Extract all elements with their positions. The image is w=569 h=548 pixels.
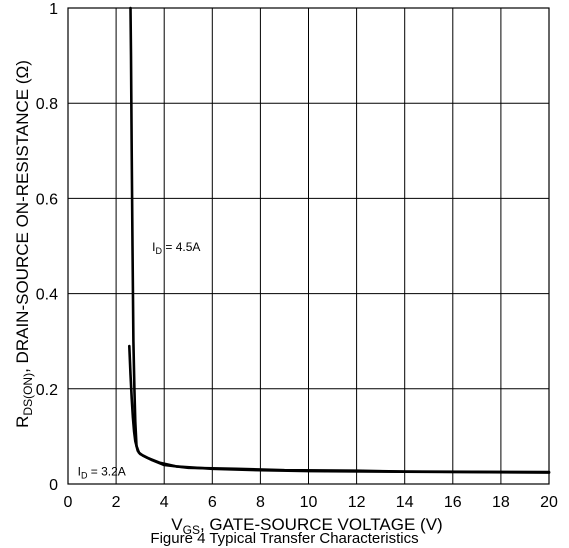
y-tick-label: 0.2 (36, 382, 58, 399)
x-tick-label: 20 (540, 494, 558, 511)
series-label-rest: = 3.2A (87, 464, 125, 478)
x-axis-title-rest: , GATE-SOURCE VOLTAGE (V) (200, 515, 443, 534)
series-line (128, 344, 551, 474)
x-tick-label: 18 (492, 494, 510, 511)
series-label-main: I (78, 464, 81, 478)
x-tick-label: 8 (256, 494, 265, 511)
x-tick-label: 0 (64, 494, 73, 511)
series-label-main: I (152, 240, 155, 254)
series-label: ID = 3.2A (78, 464, 126, 480)
series-label: ID = 4.5A (152, 240, 200, 256)
series-label-sub: D (156, 246, 163, 256)
x-tick-label: 10 (300, 494, 318, 511)
y-tick-label: 0.4 (36, 287, 58, 304)
x-axis-title-sub: GS (183, 523, 200, 537)
y-tick-label: 1 (49, 1, 58, 18)
x-axis-title: VGS, GATE-SOURCE VOLTAGE (V) (171, 515, 442, 537)
y-axis-title-sub: DS(ON) (21, 373, 35, 416)
x-tick-label: 2 (112, 494, 121, 511)
x-tick-label: 6 (208, 494, 217, 511)
y-tick-label: 0 (49, 477, 58, 494)
y-axis-title-rest: , DRAIN-SOURCE ON-RESISTANCE (Ω) (13, 60, 32, 373)
y-tick-label: 0.8 (36, 96, 58, 113)
x-tick-label: 16 (444, 494, 462, 511)
tick-labels: 0 2 4 6 8 10 12 14 16 18 20 0 0.2 0.4 0.6 0.8 1 (36, 1, 558, 511)
y-tick-label: 0.6 (36, 191, 58, 208)
x-axis-title-main: V (171, 515, 183, 534)
y-axis-title: RDS(ON), DRAIN-SOURCE ON-RESISTANCE (Ω) (13, 60, 35, 428)
x-tick-label: 14 (396, 494, 414, 511)
x-tick-label: 12 (348, 494, 366, 511)
series-label-rest: = 4.5A (162, 240, 200, 254)
figure-caption: Figure 4 Typical Transfer Characteristic… (150, 530, 419, 547)
series-lines (128, 6, 551, 474)
x-tick-label: 4 (160, 494, 169, 511)
series-label-sub: D (81, 470, 88, 480)
y-axis-title-main: R (13, 416, 32, 428)
grid (67, 7, 550, 485)
plot-frame (67, 7, 550, 485)
